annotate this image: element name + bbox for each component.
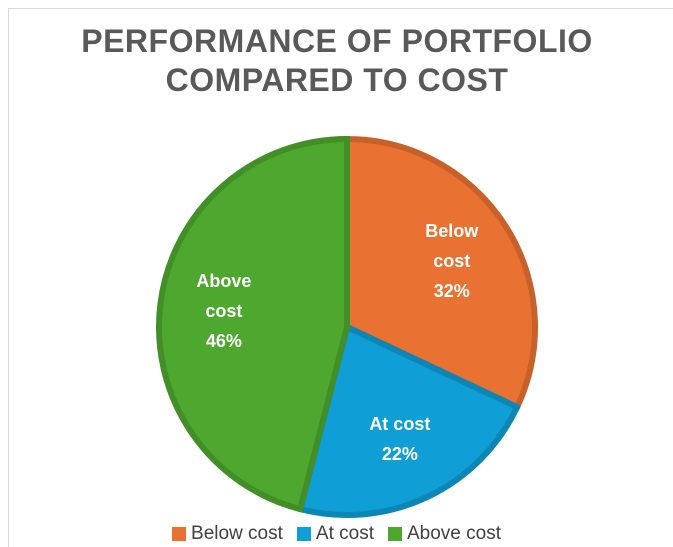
data-label: At cost 22% (355, 409, 445, 469)
chart-title: PERFORMANCE OF PORTFOLIO COMPARED TO COS… (81, 23, 593, 98)
legend-swatch (387, 527, 402, 541)
legend-label: Above cost (406, 523, 501, 544)
data-label-value: 32% (433, 280, 470, 301)
legend-swatch (172, 527, 187, 541)
chart-border (8, 8, 673, 547)
data-label-category: Above cost (196, 271, 252, 322)
data-label-category: Below cost (425, 220, 479, 271)
legend-label: At cost (315, 523, 374, 544)
data-label-value: 22% (381, 444, 418, 465)
data-label-value: 46% (205, 331, 242, 352)
data-label-category: At cost (369, 414, 431, 435)
pie-slice (344, 135, 538, 412)
legend-swatch (296, 527, 311, 541)
legend-label: Below cost (191, 523, 283, 544)
pie-slice (156, 135, 350, 513)
legend-item: Below cost (172, 523, 283, 545)
legend-item: Above cost (387, 523, 501, 545)
data-label: Above cost 46% (179, 266, 269, 356)
legend: Below cost At cost Above cost (0, 523, 673, 545)
legend-item: At cost (296, 523, 374, 545)
data-label: Below cost 32% (407, 216, 497, 306)
pie-slice (296, 322, 522, 518)
